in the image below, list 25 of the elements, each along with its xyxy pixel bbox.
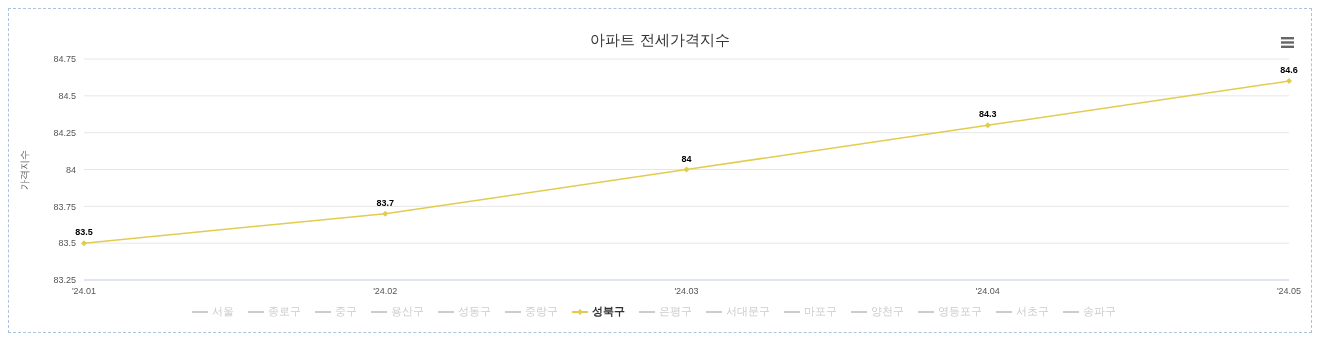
data-label: 84.6	[1280, 65, 1298, 76]
x-tick-label: '24.04	[975, 286, 1000, 297]
y-tick-label: 83.5	[58, 238, 76, 249]
x-tick-label: '24.05	[1276, 286, 1302, 297]
point	[382, 210, 389, 217]
y-tick-label: 84.75	[53, 54, 76, 65]
data-label: 84	[681, 153, 692, 164]
y-tick-label: 83.25	[53, 275, 76, 286]
point	[683, 166, 690, 173]
y-axis-title: 가격지수	[18, 149, 30, 190]
y-tick-label: 84.5	[58, 91, 76, 102]
data-label: 83.5	[75, 227, 93, 238]
x-tick-label: '24.01	[71, 286, 97, 297]
point	[984, 122, 991, 129]
x-tick-label: '24.03	[674, 286, 699, 297]
x-tick-label: '24.02	[373, 286, 398, 297]
y-tick-label: 83.75	[53, 201, 76, 212]
y-tick-label: 84.25	[53, 127, 76, 138]
point	[1286, 78, 1292, 85]
chart-title: 아파트 전세가격지수	[589, 31, 731, 50]
y-tick-label: 84	[65, 164, 76, 175]
point	[81, 240, 87, 247]
data-label: 83.7	[376, 197, 395, 208]
legend-label: 성북구	[591, 304, 625, 319]
data-label: 84.3	[978, 109, 997, 120]
